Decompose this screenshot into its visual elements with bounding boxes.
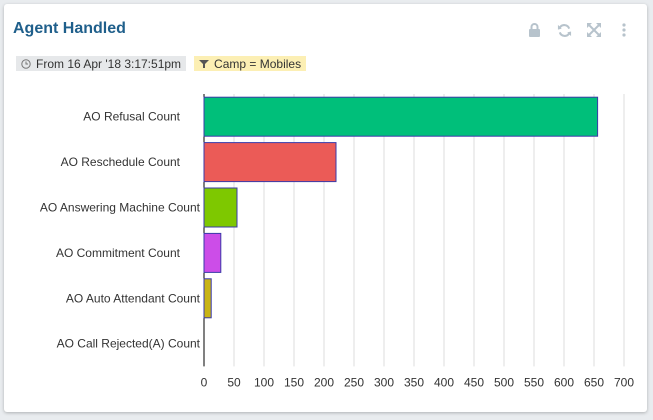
more-vertical-icon <box>622 23 626 37</box>
category-label: AO Commitment Count <box>56 246 181 260</box>
date-filter-chip[interactable]: From 16 Apr '18 3:17:51pm <box>16 56 187 71</box>
more-button[interactable] <box>615 21 633 39</box>
lock-icon <box>528 23 540 37</box>
clock-icon <box>21 58 31 69</box>
camp-filter-text: Camp = Mobiles <box>214 56 302 71</box>
category-label: AO Answering Machine Count <box>40 201 201 215</box>
category-label: AO Auto Attendant Count <box>66 291 201 305</box>
x-tick-label: 250 <box>344 375 364 389</box>
bar[interactable] <box>203 142 337 183</box>
x-tick-label: 550 <box>524 375 544 389</box>
x-tick-label: 100 <box>254 375 274 389</box>
widget-toolbar <box>525 21 633 39</box>
x-tick-label: 50 <box>227 375 241 389</box>
x-tick-label: 500 <box>494 375 514 389</box>
bar[interactable] <box>203 187 238 228</box>
x-tick-label: 600 <box>554 375 574 389</box>
category-label: AO Refusal Count <box>83 110 180 124</box>
x-tick-label: 650 <box>584 375 604 389</box>
x-tick-label: 700 <box>614 375 634 389</box>
expand-icon <box>587 23 601 37</box>
camp-filter-chip[interactable]: Camp = Mobiles <box>194 56 307 71</box>
lock-button[interactable] <box>525 21 543 39</box>
bar-chart: 0 50 100 150 200 250 300 350 400 450 500 550 600 650 7… <box>40 94 634 389</box>
refresh-icon <box>557 23 571 37</box>
category-label: AO Reschedule Count <box>61 155 181 169</box>
widget-title: Agent Handled <box>13 20 126 37</box>
filter-chips: From 16 Apr '18 3:17:51pm Camp = Mobiles <box>16 56 307 71</box>
bar[interactable] <box>203 278 212 319</box>
x-tick-label: 150 <box>284 375 304 389</box>
category-label: AO Call Rejected(A) Count <box>57 337 201 351</box>
refresh-button[interactable] <box>555 21 573 39</box>
x-tick-label: 0 <box>201 375 208 389</box>
x-tick-label: 350 <box>404 375 424 389</box>
x-tick-label: 300 <box>374 375 394 389</box>
x-tick-label: 400 <box>434 375 454 389</box>
bar[interactable] <box>203 96 599 137</box>
date-filter-text: From 16 Apr '18 3:17:51pm <box>36 56 182 71</box>
bar[interactable] <box>203 232 222 273</box>
x-tick-label: 450 <box>464 375 484 389</box>
widget-panel: Agent Handled <box>4 4 647 412</box>
expand-button[interactable] <box>585 21 603 39</box>
filter-icon <box>199 59 210 68</box>
x-tick-label: 200 <box>314 375 334 389</box>
